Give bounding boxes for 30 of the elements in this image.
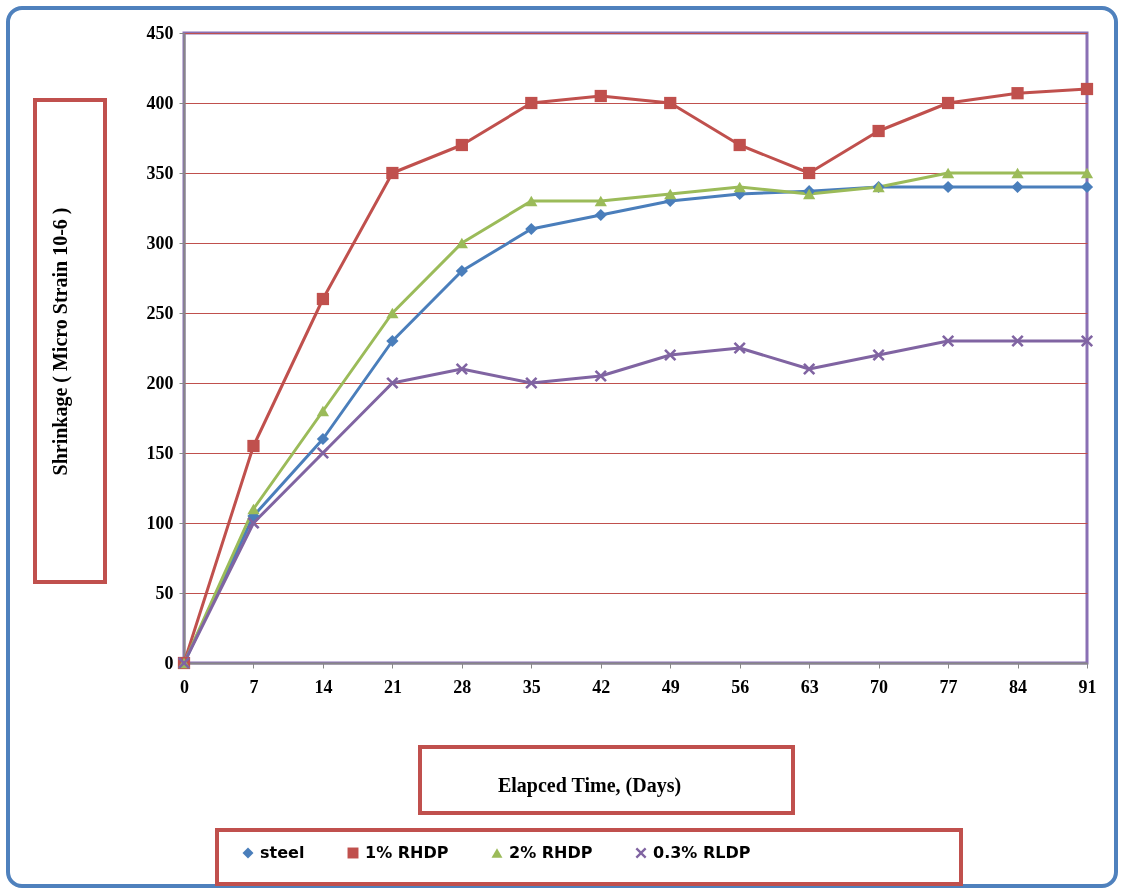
x-tick-label: 49 [661, 676, 680, 697]
y-tick-label: 200 [146, 372, 174, 393]
x-tick-label: 14 [314, 676, 333, 697]
y-axis-title: Shrinkage ( Micro Strain 10-6 ) [48, 207, 72, 476]
y-tick-label: 150 [146, 442, 174, 463]
x-tick-label: 91 [1078, 676, 1097, 697]
y-tick-label: 450 [146, 22, 174, 43]
x-tick-label: 70 [870, 676, 889, 697]
legend-label: steel [260, 843, 305, 862]
legend-label: 2% RHDP [509, 843, 593, 862]
x-tick-label: 84 [1009, 676, 1028, 697]
x-tick-label: 0 [180, 676, 189, 697]
y-tick-label: 50 [155, 582, 174, 603]
y-tick-label: 350 [146, 162, 174, 183]
y-tick-label: 0 [164, 652, 174, 673]
x-tick-label: 35 [522, 676, 541, 697]
y-tick-label: 300 [146, 232, 174, 253]
x-tick-label: 7 [249, 676, 259, 697]
legend-label: 1% RHDP [365, 843, 449, 862]
y-tick-label: 400 [146, 92, 174, 113]
x-tick-label: 77 [939, 676, 958, 697]
y-tick-label: 250 [146, 302, 174, 323]
x-axis-title: Elapced Time, (Days) [497, 773, 682, 797]
legend-label: 0.3% RLDP [653, 843, 751, 862]
y-tick-label: 100 [146, 512, 174, 533]
x-tick-label: 56 [731, 676, 750, 697]
x-tick-label: 28 [453, 676, 472, 697]
x-tick-label: 42 [592, 676, 611, 697]
x-tick-label: 63 [800, 676, 819, 697]
x-tick-label: 21 [383, 676, 402, 697]
